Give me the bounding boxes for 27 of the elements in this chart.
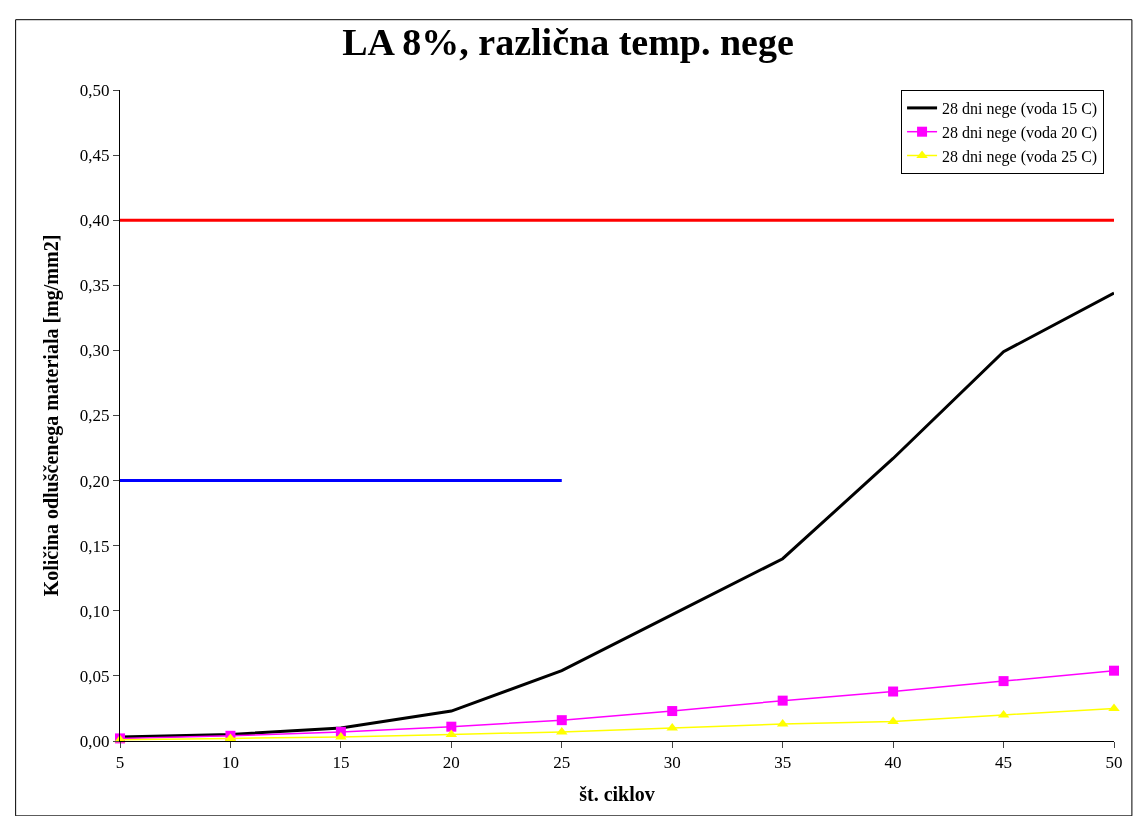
y-tick-label: 0,10 — [79, 601, 110, 621]
x-tick-label: 20 — [442, 753, 460, 773]
x-tick-label: 30 — [663, 753, 681, 773]
y-tick-label: 0,50 — [79, 80, 110, 100]
y-tick-label: 0,30 — [79, 341, 110, 361]
x-tick-label: 40 — [884, 753, 902, 773]
y-tick-label: 0,25 — [79, 406, 110, 426]
x-tick-label: 15 — [332, 753, 350, 773]
legend-label: 28 dni nege (voda 20 C) — [942, 123, 1098, 142]
y-tick-label: 0,00 — [79, 731, 110, 751]
y-tick-label: 0,35 — [79, 276, 110, 296]
x-tick-label: 25 — [553, 753, 571, 773]
chart-title: LA 8%, različna temp. nege — [342, 21, 794, 64]
y-tick-label: 0,15 — [79, 536, 110, 556]
legend-label: 28 dni nege (voda 25 C) — [942, 147, 1098, 166]
legend-label: 28 dni nege (voda 15 C) — [942, 100, 1098, 119]
x-tick-label: 50 — [1105, 753, 1123, 773]
x-axis-title: št. ciklov — [579, 782, 655, 805]
x-tick-label: 35 — [774, 753, 792, 773]
x-tick-label: 5 — [115, 753, 125, 773]
y-tick-label: 0,40 — [79, 211, 110, 231]
y-axis-title: Količina odluščenega materiala [mg/mm2] — [40, 234, 64, 597]
x-tick-label: 10 — [221, 753, 239, 773]
x-tick-label: 45 — [995, 753, 1013, 773]
y-tick-label: 0,05 — [79, 666, 110, 686]
y-tick-label: 0,20 — [79, 471, 110, 491]
y-tick-label: 0,45 — [79, 146, 110, 166]
